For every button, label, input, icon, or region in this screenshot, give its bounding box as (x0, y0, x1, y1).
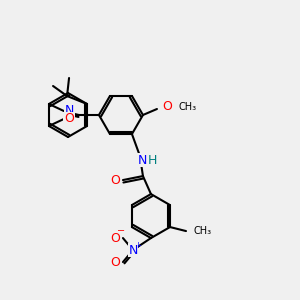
Text: N: N (128, 244, 138, 256)
Text: −: − (117, 226, 125, 236)
Text: O: O (110, 232, 120, 244)
Text: O: O (110, 174, 120, 187)
Text: O: O (64, 112, 74, 125)
Text: O: O (110, 256, 120, 268)
Text: +: + (134, 241, 141, 250)
Text: O: O (162, 100, 172, 113)
Text: N: N (64, 104, 74, 118)
Text: H: H (147, 154, 157, 166)
Text: CH₃: CH₃ (179, 102, 197, 112)
Text: N: N (137, 154, 147, 166)
Text: CH₃: CH₃ (194, 226, 212, 236)
